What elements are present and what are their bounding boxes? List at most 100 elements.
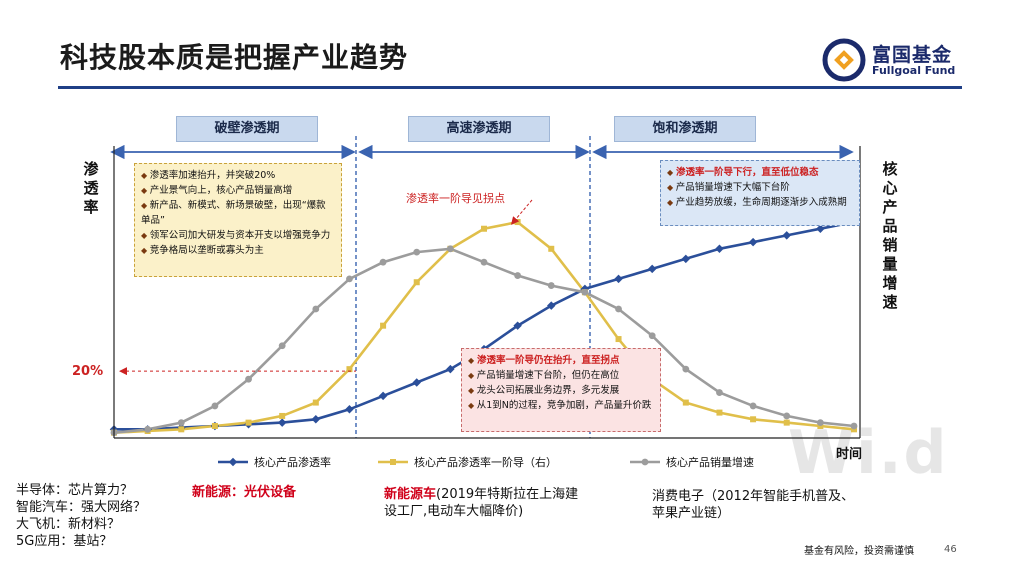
- note-ce-line1: 消费电子（2012年智能手机普及、: [652, 489, 855, 504]
- series-2-point: [783, 412, 791, 420]
- note-5g: 5G应用：基站？: [16, 534, 113, 549]
- legend-marker: [228, 457, 238, 467]
- series-1-point: [548, 245, 555, 252]
- legend-label-1: 核心产品渗透率一阶导（右）: [414, 455, 557, 469]
- fullgoal-logo-icon: [822, 38, 866, 82]
- note-ce-line2: 苹果产业链）: [652, 506, 731, 521]
- series-1-point: [615, 336, 622, 343]
- note-ev-line1: (2019年特斯拉在上海建: [436, 487, 579, 502]
- series-2-point: [716, 389, 723, 396]
- series-0-point: [311, 415, 321, 424]
- series-2-point: [648, 332, 656, 340]
- yellow-box-item: 新产品、新模式、新场景破壁，出现“爆款单品”: [141, 198, 335, 228]
- series-2-point: [446, 245, 454, 253]
- series-1-point: [211, 422, 218, 429]
- red-phase-box: 渗透率一阶导仍在抬升，直至拐点 产品销量增速下台阶，但仍在高位 龙头公司拓展业务…: [461, 348, 661, 432]
- series-1-point: [682, 399, 689, 406]
- x-axis-label: 时间: [836, 446, 862, 462]
- note-aircraft: 大飞机：新材料？: [16, 517, 121, 532]
- series-0-point: [277, 418, 287, 427]
- logo-cn-text: 富国基金: [872, 44, 953, 66]
- series-2-point: [514, 272, 522, 279]
- series-2-point: [211, 402, 219, 410]
- series-2-point: [346, 275, 353, 283]
- right-axis-label: 核心产品销量增速: [882, 160, 898, 311]
- series-1-point: [346, 366, 353, 373]
- series-0-point: [748, 237, 758, 247]
- legend-label-2: 核心产品销量增速: [666, 455, 754, 469]
- yellow-box-item: 渗透率加速抬升，并突破20%: [141, 168, 335, 183]
- note-ev-line2: 设工厂,电动车大幅降价): [384, 504, 524, 519]
- series-1-point: [279, 412, 286, 419]
- blue-box-item: 渗透率一阶导下行，直至低位稳态: [667, 165, 853, 180]
- left-notes: 半导体：芯片算力？ 智能汽车：强大网络？ 大飞机：新材料？ 5G应用：基站？: [16, 482, 146, 550]
- legend-marker: [390, 459, 396, 465]
- blue-box-item: 产品销量增速下大幅下台阶: [667, 180, 853, 195]
- note-ev-title: 新能源车: [384, 487, 437, 502]
- inflection-pointer: [510, 199, 533, 225]
- blue-phase-box: 渗透率一阶导下行，直至低位稳态 产品销量增速下大幅下台阶 产业趋势放缓，生命周期…: [660, 160, 860, 226]
- series-1-point: [716, 409, 723, 416]
- watermark: Wi.d: [788, 418, 949, 488]
- legend-label-0: 核心产品渗透率: [254, 455, 331, 469]
- blue-box-item: 产业趋势放缓，生命周期逐渐步入成熟期: [667, 195, 853, 210]
- note-pv: 新能源：光伏设备: [192, 485, 297, 500]
- series-2-point: [547, 282, 555, 289]
- series-0-point: [378, 391, 388, 401]
- series-1-point: [413, 279, 420, 286]
- inflection-annotation: 渗透率一阶导见拐点: [406, 191, 505, 205]
- series-1-point: [245, 419, 252, 426]
- series-1-point: [783, 419, 790, 426]
- series-0-point: [446, 364, 455, 374]
- series-1-point: [380, 322, 387, 329]
- series-2-point: [413, 248, 421, 256]
- series-0-point: [647, 264, 657, 274]
- red-box-item: 产品销量增速下台阶，但仍在高位: [468, 368, 654, 383]
- series-0-point: [614, 274, 623, 284]
- red-box-item: 渗透率一阶导仍在抬升，直至拐点: [468, 353, 654, 368]
- series-1-point: [481, 225, 487, 232]
- left-axis-label: 渗透率: [83, 160, 99, 216]
- series-1-point: [178, 426, 185, 433]
- phase-label-3: 饱和渗透期: [614, 116, 756, 142]
- series-2-point: [177, 419, 185, 427]
- header-rule: [58, 86, 962, 89]
- right-axis-label-a: 核心产品销量增速: [880, 160, 900, 312]
- series-2-point: [245, 375, 252, 383]
- note-semiconductor: 半导体：芯片算力？: [16, 483, 134, 498]
- series-2-point: [682, 365, 690, 373]
- phase-label-2: 高速渗透期: [408, 116, 550, 142]
- legend-marker: [641, 458, 649, 466]
- series-2-point: [816, 419, 824, 427]
- red-box-item: 从1到N的过程，竞争加剧，产品量升价跌: [468, 398, 654, 413]
- yellow-box-item: 竞争格局以垄断或寡头为主: [141, 243, 335, 258]
- series-2-point: [850, 422, 858, 430]
- series-2-point: [749, 402, 757, 410]
- disclaimer: 基金有风险，投资需谨慎: [804, 546, 914, 557]
- yellow-box-item: 领军公司加大研发与资本开支以增强竞争力: [141, 228, 335, 243]
- series-2-point: [615, 305, 622, 313]
- logo-en-text: Fullgoal Fund: [872, 64, 956, 77]
- series-2-point: [144, 425, 152, 433]
- series-2-point: [312, 305, 320, 313]
- series-2-point: [278, 342, 286, 350]
- yellow-phase-box: 渗透率加速抬升，并突破20% 产业景气向上，核心产品销量高增 新产品、新模式、新…: [134, 163, 342, 277]
- series-2-point: [480, 258, 488, 266]
- series-2-point: [581, 288, 589, 296]
- red-box-item: 龙头公司拓展业务边界，多元发展: [468, 383, 654, 398]
- series-0-point: [782, 231, 791, 240]
- note-ev: 新能源车(2019年特斯拉在上海建 设工厂,电动车大幅降价): [384, 486, 578, 520]
- note-smart-car: 智能汽车：强大网络？: [16, 500, 147, 515]
- series-0-point: [547, 301, 556, 310]
- series-0-point: [412, 378, 421, 387]
- series-0-point: [715, 244, 724, 254]
- note-ce: 消费电子（2012年智能手机普及、 苹果产业链）: [652, 488, 854, 522]
- series-0-point: [345, 405, 354, 414]
- page-title: 科技股本质是把握产业趋势: [60, 41, 409, 74]
- yellow-box-item: 产业景气向上，核心产品销量高增: [141, 183, 335, 198]
- page-number: 46: [944, 544, 957, 555]
- mark-20-label: 20%: [72, 364, 103, 379]
- series-0-point: [681, 254, 691, 264]
- chart-legend: 核心产品渗透率 核心产品渗透率一阶导（右） 核心产品销量增速: [218, 455, 754, 469]
- phase-label-1: 破壁渗透期: [176, 116, 318, 142]
